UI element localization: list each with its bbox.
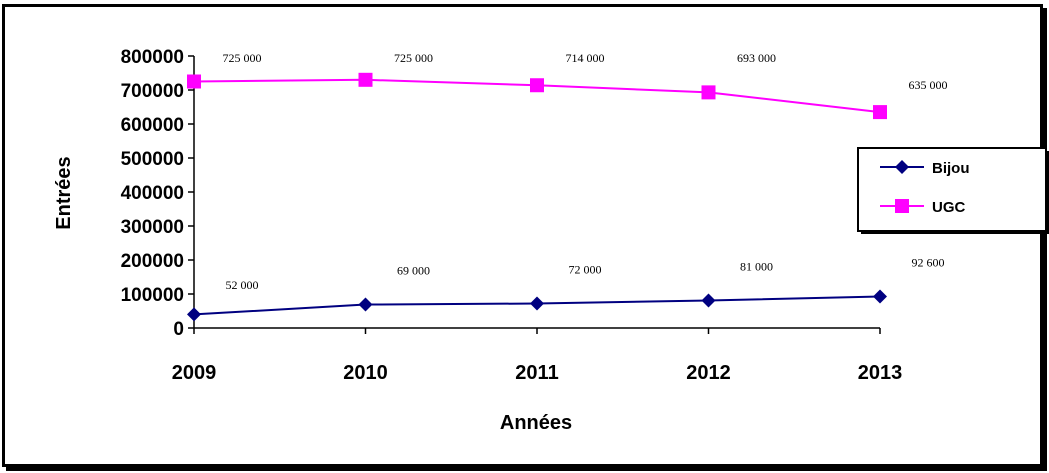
y-tick-label: 600000 (121, 115, 184, 136)
data-label-ugc: 714 000 (566, 51, 605, 65)
data-label-ugc: 693 000 (737, 51, 776, 65)
data-labels: 52 000 69 000 72 000 81 000 92 600 725 000 725… (223, 51, 948, 292)
data-point-ugc (358, 72, 373, 87)
data-point-ugc (701, 85, 716, 100)
legend: Bijou UGC (857, 147, 1049, 234)
y-tick-label: 500000 (121, 149, 184, 170)
data-point-ugc (187, 74, 201, 89)
y-tick-label: 800000 (121, 47, 184, 68)
data-label-ugc: 725 000 (394, 51, 433, 65)
y-axis-ticks: 0 100000 200000 300000 400000 500000 600000 700… (121, 47, 194, 340)
data-label-ugc: 725 000 (223, 51, 262, 65)
data-point-bijou (873, 289, 887, 304)
data-label-bijou: 72 000 (569, 263, 602, 277)
legend-marker-bijou (895, 160, 909, 174)
x-axis-ticks: 2009 2010 2011 2012 2013 (172, 328, 903, 384)
chart-frame (2, 4, 1043, 467)
data-label-bijou: 52 000 (226, 278, 259, 292)
data-label-bijou: 69 000 (397, 264, 430, 278)
y-tick-label: 200000 (121, 251, 184, 272)
x-tick-label: 2009 (172, 362, 217, 384)
data-point-bijou (701, 293, 716, 308)
y-tick-label: 100000 (121, 285, 184, 306)
data-label-bijou: 81 000 (740, 259, 773, 273)
data-point-bijou (358, 297, 373, 312)
data-point-bijou (187, 307, 201, 322)
legend-marker-ugc (895, 199, 909, 213)
axes (193, 56, 880, 329)
y-tick-label: 300000 (121, 217, 184, 238)
series-bijou (187, 289, 887, 322)
data-point-ugc (873, 105, 887, 120)
data-point-bijou (530, 296, 544, 311)
x-axis-title: Années (500, 412, 572, 434)
data-label-ugc: 635 000 (909, 78, 948, 92)
legend-label: Bijou (932, 160, 970, 177)
data-label-bijou: 92 600 (912, 256, 945, 270)
legend-label: UGC (932, 199, 966, 216)
y-tick-label: 0 (173, 319, 184, 340)
x-tick-label: 2013 (858, 362, 903, 384)
legend-item-bijou: Bijou (880, 160, 970, 177)
x-tick-label: 2010 (343, 362, 388, 384)
series-ugc (187, 72, 887, 120)
series-layer (187, 72, 887, 322)
x-tick-label: 2012 (686, 362, 731, 384)
y-tick-label: 700000 (121, 81, 184, 102)
legend-item-ugc: UGC (880, 199, 966, 216)
x-tick-label: 2011 (515, 362, 558, 384)
legend-box (857, 147, 1047, 232)
y-tick-label: 400000 (121, 183, 184, 204)
legend-items: Bijou UGC (880, 160, 970, 216)
y-axis-title: Entrées (53, 156, 75, 229)
data-point-ugc (530, 78, 544, 93)
